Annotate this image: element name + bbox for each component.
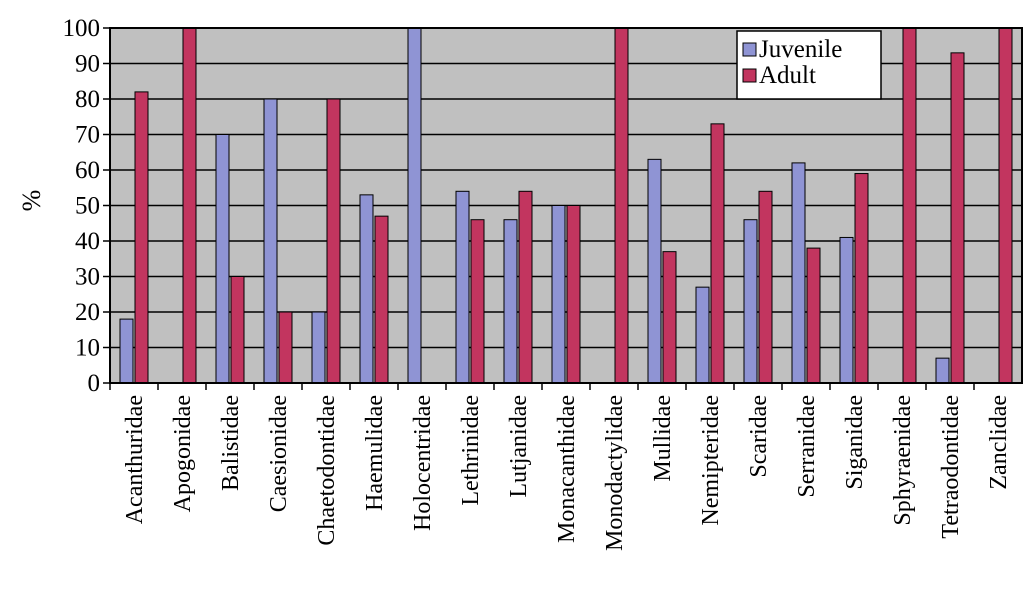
y-axis-label: % xyxy=(17,190,46,212)
bar-juvenile-haemulidae xyxy=(359,194,374,384)
bar-juvenile-holocentridae xyxy=(407,27,422,384)
x-category-label: Balistidae xyxy=(218,395,244,491)
y-tick-label: 50 xyxy=(75,193,100,220)
x-category-label: Lutjanidae xyxy=(506,395,532,498)
bar-juvenile-acanthuridae xyxy=(119,318,134,384)
y-tick-label: 10 xyxy=(75,335,100,362)
y-tick-label: 20 xyxy=(75,299,100,326)
bar-adult-monacanthidae xyxy=(566,205,581,384)
y-tick-label: 80 xyxy=(75,86,100,113)
legend: Juvenile Adult xyxy=(736,30,882,100)
x-category-label: Lethrinidae xyxy=(458,395,484,506)
bar-adult-monodactylidae xyxy=(614,27,629,384)
y-tick-label: 30 xyxy=(75,264,100,291)
bar-adult-lutjanidae xyxy=(518,190,533,384)
x-category-label: Caesionidae xyxy=(266,395,292,512)
y-tick-label: 90 xyxy=(75,51,100,78)
bar-adult-chaetodontidae xyxy=(326,98,341,384)
bar-adult-scaridae xyxy=(758,190,773,384)
bar-adult-tetraodontidae xyxy=(950,52,965,384)
bar-juvenile-lutjanidae xyxy=(503,219,518,384)
x-category-label: Apogonidae xyxy=(170,395,196,512)
y-tick-label: 0 xyxy=(88,370,101,397)
bar-adult-caesionidae xyxy=(278,311,293,384)
x-axis-labels: Acanthuridae Apogonidae Balistidae Caesioni… xyxy=(109,383,1012,551)
bar-adult-zanclidae xyxy=(998,27,1013,384)
bar-adult-sphyraenidae xyxy=(902,27,917,384)
y-tick-label: 70 xyxy=(75,122,100,149)
bar-juvenile-serranidae xyxy=(791,162,806,384)
bar-adult-apogonidae xyxy=(182,27,197,384)
legend-swatch-adult xyxy=(742,68,757,83)
bar-adult-acanthuridae xyxy=(134,91,149,384)
bar-juvenile-mullidae xyxy=(647,158,662,384)
legend-label-adult: Adult xyxy=(759,62,816,89)
y-axis-ticks: 0 10 20 30 40 50 60 70 80 90 100 xyxy=(63,15,110,397)
bar-juvenile-balistidae xyxy=(215,134,230,384)
bar-juvenile-chaetodontidae xyxy=(311,311,326,384)
x-category-label: Serranidae xyxy=(794,395,820,498)
bar-juvenile-monacanthidae xyxy=(551,205,566,384)
bar-adult-balistidae xyxy=(230,276,245,384)
bar-juvenile-tetraodontidae xyxy=(935,357,950,384)
bar-adult-haemulidae xyxy=(374,215,389,384)
x-category-label: Monacanthidae xyxy=(554,395,580,543)
x-category-label: Monodactylidae xyxy=(602,395,628,551)
legend-swatch-juvenile xyxy=(742,42,757,57)
bar-adult-mullidae xyxy=(662,251,677,384)
x-category-label: Siganidae xyxy=(842,395,868,490)
bar-juvenile-caesionidae xyxy=(263,98,278,384)
x-category-label: Haemulidae xyxy=(362,395,388,511)
x-category-label: Scaridae xyxy=(746,395,772,478)
y-tick-label: 100 xyxy=(63,15,101,42)
bar-juvenile-scaridae xyxy=(743,219,758,384)
y-tick-label: 60 xyxy=(75,157,100,184)
x-category-label: Chaetodontidae xyxy=(314,395,340,546)
bar-juvenile-siganidae xyxy=(839,236,854,384)
x-category-label: Holocentridae xyxy=(410,395,436,531)
legend-label-juvenile: Juvenile xyxy=(759,36,842,63)
x-category-label: Sphyraenidae xyxy=(890,395,916,526)
bar-juvenile-nemipteridae xyxy=(695,286,710,384)
legend-box xyxy=(736,30,882,100)
x-category-label: Zanclidae xyxy=(986,395,1012,490)
bar-adult-lethrinidae xyxy=(470,219,485,384)
x-category-label: Nemipteridae xyxy=(698,395,724,526)
y-tick-label: 40 xyxy=(75,228,100,255)
bar-juvenile-lethrinidae xyxy=(455,190,470,384)
bar-adult-serranidae xyxy=(806,247,821,384)
bar-adult-nemipteridae xyxy=(710,123,725,384)
x-category-label: Tetraodontidae xyxy=(938,395,964,539)
x-category-label: Acanthuridae xyxy=(122,395,148,524)
bar-adult-siganidae xyxy=(854,173,869,384)
x-category-label: Mullidae xyxy=(650,395,676,482)
